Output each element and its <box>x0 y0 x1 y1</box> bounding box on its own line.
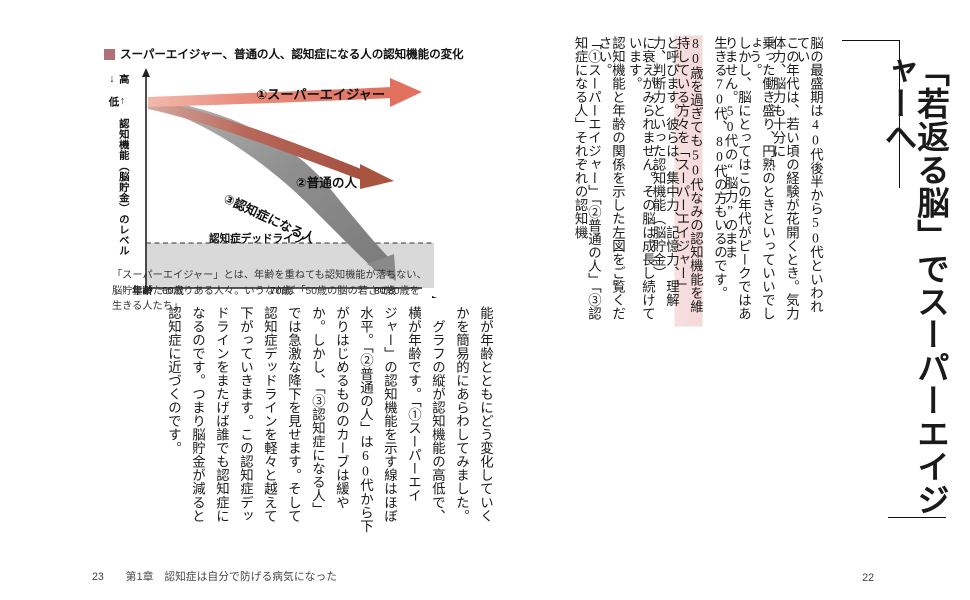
series-normal-band <box>148 99 366 181</box>
title-rule-vertical <box>898 40 900 188</box>
title-rule-top <box>842 40 900 41</box>
lower-body-column-14: 認知症に近づくのです。 <box>166 306 181 455</box>
series-label-normal-person: ②普通の人 <box>296 176 358 190</box>
series-dementia-arrowhead <box>367 254 396 281</box>
body-column-9: 認知機能と年齢の関係を示した左図をご覧ください。 <box>596 36 625 321</box>
figure-legend: スーパーエイジャー、普通の人、認知症になる人の認知機能の変化 <box>104 46 464 62</box>
lower-body-column-3: グラフの縦が認知機能の高低で、 <box>430 306 445 523</box>
title-rule-bottom <box>888 516 946 518</box>
series-dementia-band <box>148 99 390 271</box>
page-number-right: 22 <box>862 572 874 584</box>
lower-body-column-4: 横が年齢です。「①スーパーエイ <box>406 306 421 503</box>
lower-body-column-6: 水平。「②普通の人」は60代から下 <box>358 306 373 533</box>
dementia-deadline-label: 認知症デッドライン <box>209 233 305 245</box>
y-axis-label: 高 ↑ 認知機能（脳貯金）のレベル ↓ 低 <box>106 74 128 257</box>
lower-body-column-11: 下がっていきます。この認知症デッ <box>238 306 253 523</box>
chart-svg <box>142 68 437 298</box>
x-axis-arrow-head <box>432 296 437 298</box>
series-label-super-ager: ①スーパーエイジャー <box>256 87 386 102</box>
series-super-arrowhead <box>390 78 422 107</box>
lower-body-column-9: では急激な降下を見せます。そして <box>286 306 301 523</box>
body-column-1: 脳の最盛期は40代後半から50代といわれてい <box>794 36 823 314</box>
page-number-left: 23 <box>92 571 104 583</box>
body-column-10: 「①スーパーエイジャー」「②普通の人」「③認知症になる人」それぞれの認知機 <box>572 36 601 321</box>
page-title: 「若返る脳」でスーパーエイジャーへ <box>879 54 949 516</box>
x-tick-70: 70歳 <box>270 286 292 297</box>
legend-swatch-icon <box>104 48 115 60</box>
title-block: 「若返る脳」でスーパーエイジャーへ <box>828 34 948 544</box>
body-column-2: この年代は、若い頃の経験が花開くとき。気力体力、脳力も十分に <box>770 36 799 321</box>
body-column-7: と呼びます。彼らは、集中力、記憶力、理解力、判断力といった認知機能（脳貯金） <box>650 36 679 307</box>
footer-left: 23 第1章 認知症は自分で防げる病気になった <box>92 569 337 584</box>
lower-body-column-10: 認知症デッドラインを軽々と越えて <box>262 306 277 523</box>
figure-caption: 「スーパーエイジャー」とは、年齢を重ねても認知機能が落ちない、脳貯金がたっぷりあ… <box>112 270 427 312</box>
lower-body-column-1: 能が年齢とともにどう変化していく <box>478 306 493 523</box>
lower-body-column-5: ジャー」の認知機能を示す線はほぼ <box>382 306 397 523</box>
lower-body-column-8: か。しかし、「③認知症になる人」 <box>310 306 325 516</box>
lower-body-column-12: ドラインをまたげば誰でも認知症に <box>214 306 229 523</box>
lower-body-column-13: なるのです。つまり脳貯金が減ると <box>190 306 205 523</box>
figure-cognitive-decline: スーパーエイジャー、普通の人、認知症になる人の認知機能の変化 高 ↑ 認知機能（… <box>104 46 544 298</box>
lower-body-column-7: がりはじめるもののカーブは緩や <box>334 306 349 510</box>
series-normal-arrowhead <box>360 164 394 189</box>
series-super-band <box>148 87 392 107</box>
body-column-4: しかし、脳にとってはこの年代がピークではありません。50代の“脳力”のまま <box>722 36 751 321</box>
x-tick-60: 60歳 <box>162 286 184 297</box>
x-tick-80: 80歳 <box>374 286 396 297</box>
body-column-5: 生きる70代、80代の方もいるのです。 <box>712 36 727 300</box>
x-axis-prefix: 年齢 <box>132 286 153 297</box>
footer-chapter-title: 第1章 認知症は自分で防げる病気になった <box>125 571 338 583</box>
body-column-6-highlighted: 80歳を過ぎても50代なみの認知機能を維持している方々を「スーパーエイジャー」 <box>675 36 703 326</box>
lower-body-column-2: かを簡易的にあらわしてみました。 <box>454 306 469 523</box>
body-column-8: に衰えがみられません。その脳は成長し続けています。 <box>626 36 655 321</box>
y-axis-arrow <box>142 68 150 77</box>
body-column-3: 乗った働き盛り、円熟のときといっていいでしょう。 <box>746 36 775 321</box>
figure-legend-label: スーパーエイジャー、普通の人、認知症になる人の認知機能の変化 <box>120 48 464 61</box>
